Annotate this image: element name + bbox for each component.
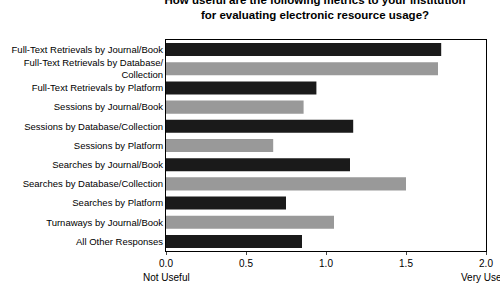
svg-text:Sessions by Database/Collectio: Sessions by Database/Collection [24, 121, 163, 132]
svg-text:1.5: 1.5 [399, 258, 413, 269]
svg-text:0.0: 0.0 [159, 258, 173, 269]
svg-text:0.5: 0.5 [239, 258, 253, 269]
svg-text:Searches by Platform: Searches by Platform [72, 197, 163, 208]
svg-text:Sessions by Platform: Sessions by Platform [74, 140, 163, 151]
svg-text:Sessions by Journal/Book: Sessions by Journal/Book [54, 101, 164, 112]
svg-text:Searches by Journal/Book: Searches by Journal/Book [52, 159, 163, 170]
svg-text:Turnaways by Journal/Book: Turnaways by Journal/Book [46, 217, 163, 228]
svg-text:Very Useful: Very Useful [461, 272, 500, 283]
svg-text:2.0: 2.0 [479, 258, 493, 269]
svg-text:1.0: 1.0 [319, 258, 333, 269]
svg-text:All Other Responses: All Other Responses [76, 236, 163, 247]
svg-text:Full-Text Retrievals by Journa: Full-Text Retrievals by Journal/Book [12, 44, 164, 55]
svg-text:Not Useful: Not Useful [143, 272, 190, 283]
svg-text:Full-Text Retrievals by Databa: Full-Text Retrievals by Database/Collect… [24, 57, 164, 80]
svg-text:Full-Text Retrievals by Platfo: Full-Text Retrievals by Platform [32, 82, 164, 93]
svg-text:How useful are the following m: How useful are the following metrics to … [165, 0, 466, 21]
svg-text:Searches by Database/Collectio: Searches by Database/Collection [23, 178, 163, 189]
